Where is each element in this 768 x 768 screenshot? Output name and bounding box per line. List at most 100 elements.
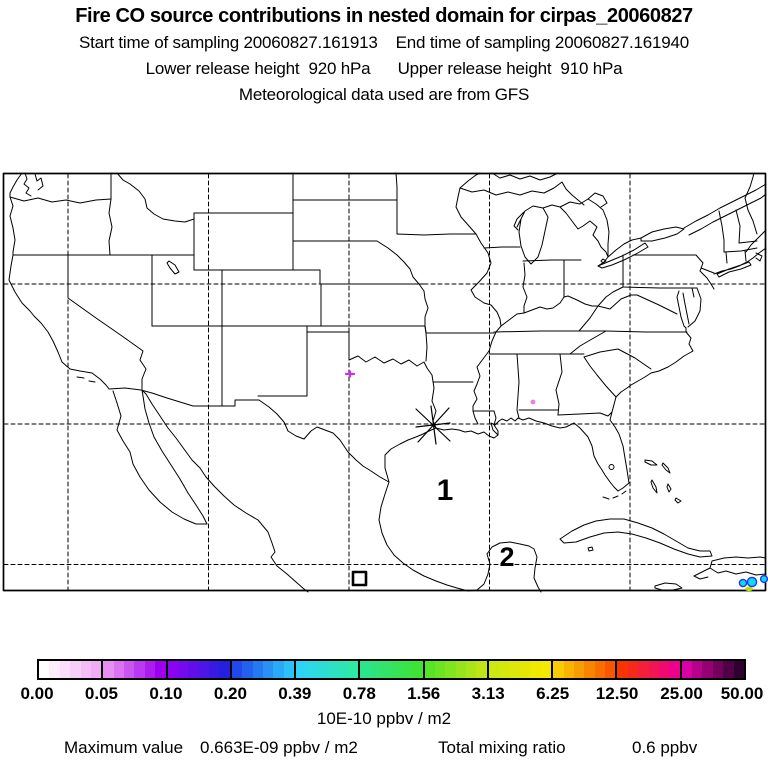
colorbar-units-label: 10E-10 ppbv / m2	[316, 709, 452, 728]
colorbar-cell	[488, 661, 500, 678]
colorbar-tick-label: 50.00	[720, 684, 764, 703]
colorbar-segment	[422, 661, 487, 678]
colorbar-cell	[144, 661, 156, 678]
colorbar-segment	[165, 661, 230, 678]
maximum-value-label: Maximum value	[64, 738, 184, 757]
colorbar-cell	[113, 661, 125, 678]
colorbar-cell	[177, 661, 189, 678]
colorbar-cell	[723, 661, 734, 678]
colorbar-cell	[573, 661, 585, 678]
colorbar-tick-label: 0.10	[149, 684, 183, 703]
colorbar-cell	[167, 661, 178, 678]
colorbar-cell	[327, 661, 338, 678]
colorbar-segment	[229, 661, 295, 678]
coastlines-and-borders	[8, 172, 767, 593]
colorbar-cell	[103, 661, 114, 678]
colorbar-cell	[605, 661, 616, 678]
data-point-cyan-dot	[738, 578, 748, 588]
release-heights-line: Lower release height 920 hPa Upper relea…	[145, 59, 623, 78]
maximum-value-number: 0.663E-09 ppbv / m2	[200, 738, 358, 757]
data-point-magenta-dot	[530, 399, 536, 405]
total-mixing-ratio-number: 0.6 ppbv	[632, 738, 698, 757]
colorbar-cell	[252, 661, 263, 678]
data-markers-layer: 12	[344, 370, 768, 592]
colorbar-cell	[638, 661, 649, 678]
colorbar-tick-label: 0.78	[342, 684, 376, 703]
colorbar-tick-label: 0.00	[20, 684, 54, 703]
colorbar-cell	[231, 661, 243, 678]
colorbar-segment	[551, 661, 616, 678]
colorbar-segment	[358, 661, 423, 678]
colorbar-cell	[584, 661, 595, 678]
colorbar-cell	[316, 661, 328, 678]
colorbar-cell	[262, 661, 274, 678]
colorbar-cell	[198, 661, 210, 678]
colorbar-cell	[370, 661, 382, 678]
colorbar-tick-label: 6.25	[536, 684, 570, 703]
colorbar-cell	[209, 661, 220, 678]
region-number-label: 2	[499, 542, 514, 572]
colorbar-segment	[294, 661, 359, 678]
data-point-cyan-dot	[759, 574, 768, 584]
colorbar-cell	[49, 661, 60, 678]
colorbar-cell	[134, 661, 145, 678]
colorbar-cell	[242, 661, 253, 678]
release-square-marker	[351, 570, 368, 587]
colorbar-cell	[712, 661, 724, 678]
colorbar-cell	[499, 661, 510, 678]
colorbar-cell	[627, 661, 639, 678]
colorbar-tick-label: 1.56	[407, 684, 441, 703]
colorbar-cell	[553, 661, 564, 678]
colorbar-cell	[692, 661, 703, 678]
colorbar-cell	[476, 661, 487, 678]
colorbar-cell	[59, 661, 71, 678]
colorbar-tick-label: 0.39	[278, 684, 312, 703]
colorbar-tick-label: 3.13	[471, 684, 505, 703]
colorbar-segment	[679, 661, 744, 678]
colorbar-cell	[445, 661, 456, 678]
colorbar-cell	[124, 661, 135, 678]
data-point-magenta-plus	[344, 370, 356, 378]
colorbar-tick-label: 0.05	[84, 684, 118, 703]
colorbar-cell	[669, 661, 680, 678]
colorbar-cell	[219, 661, 230, 678]
colorbar-cell	[296, 661, 307, 678]
colorbar-cell	[563, 661, 574, 678]
colorbar-cell	[509, 661, 520, 678]
colorbar-cell	[455, 661, 467, 678]
colorbar-cell	[381, 661, 392, 678]
data-point-cyan-dot	[746, 576, 758, 588]
colorbar-cell	[283, 661, 295, 678]
colorbar-segment	[101, 661, 166, 678]
plot-title: Fire CO source contributions in nested d…	[75, 5, 693, 27]
colorbar-cell	[306, 661, 317, 678]
colorbar-cell	[519, 661, 531, 678]
colorbar-cell	[658, 661, 670, 678]
colorbar-cell	[466, 661, 477, 678]
colorbar-cell	[391, 661, 402, 678]
colorbar-cell	[80, 661, 91, 678]
colorbar-segment	[39, 661, 102, 678]
total-mixing-ratio-label: Total mixing ratio	[438, 738, 566, 757]
colorbar-cell	[273, 661, 284, 678]
colorbar	[37, 659, 746, 680]
colorbar-cell	[617, 661, 628, 678]
colorbar-cell	[702, 661, 713, 678]
colorbar-cell	[424, 661, 435, 678]
colorbar-cell	[188, 661, 199, 678]
source-star-marker	[415, 405, 451, 445]
colorbar-cell	[594, 661, 605, 678]
meteorology-line: Meteorological data used are from GFS	[238, 85, 530, 104]
colorbar-cell	[540, 661, 552, 678]
data-point-green-dash	[745, 586, 753, 592]
colorbar-cell	[360, 661, 371, 678]
colorbar-cell	[681, 661, 693, 678]
colorbar-cell	[530, 661, 541, 678]
colorbar-segment	[486, 661, 552, 678]
colorbar-cell	[337, 661, 348, 678]
colorbar-segment	[615, 661, 680, 678]
colorbar-cell	[412, 661, 423, 678]
colorbar-tick-label: 0.20	[213, 684, 247, 703]
